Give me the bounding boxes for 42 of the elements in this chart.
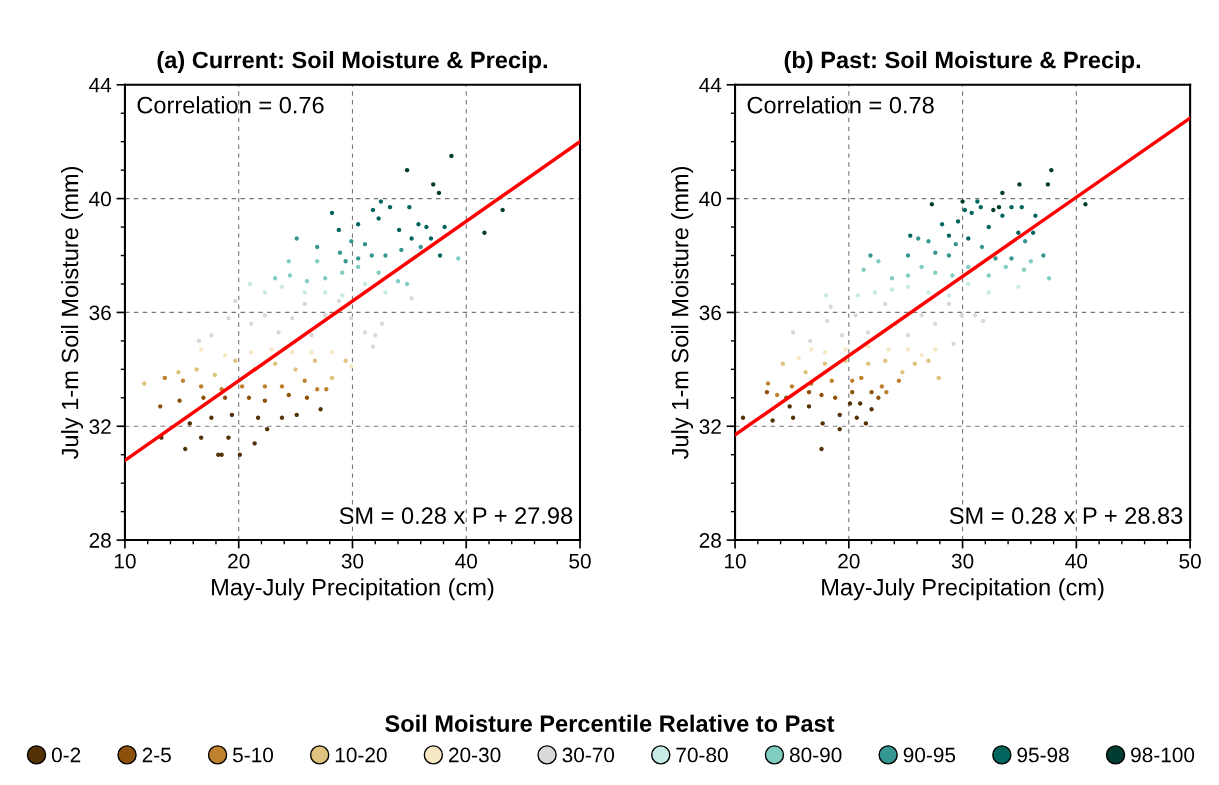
y-tick-label: 28: [699, 533, 721, 548]
annotation: SM = 0.28 x P + 27.98: [339, 507, 573, 525]
x-tick-label: 10: [725, 553, 746, 569]
legend-label: 5-10: [232, 747, 274, 763]
legend-label: 20-30: [449, 747, 501, 763]
chart-title: (b) Past: Soil Moisture & Precip.: [784, 51, 1141, 74]
x-tick-label: 10: [114, 553, 136, 569]
y-tick-label: 32: [699, 419, 721, 435]
y-tick-label: 44: [89, 78, 112, 93]
y-tick-label: 40: [699, 191, 722, 207]
x-axis-title: May-July Precipitation (cm): [212, 578, 494, 601]
y-tick-label: 32: [89, 419, 111, 435]
legend-label: 90-95: [903, 747, 956, 763]
legend-label: 0-2: [51, 747, 81, 763]
annotation: SM = 0.28 x P + 28.83: [949, 507, 1183, 525]
x-tick-label: 20: [838, 553, 860, 569]
y-tick-label: 44: [699, 78, 722, 93]
x-tick-label: 30: [341, 553, 364, 569]
x-axis-title: May-July Precipitation (cm): [822, 578, 1104, 601]
x-tick-label: 50: [1179, 553, 1201, 569]
legend-title: Soil Moisture Percentile Relative to Past: [385, 714, 835, 732]
annotation: Correlation = 0.78: [747, 96, 934, 114]
legend-label: 95-98: [1017, 747, 1069, 763]
x-tick-label: 40: [1065, 553, 1088, 569]
y-tick-label: 36: [89, 305, 111, 321]
y-tick-label: 40: [89, 191, 111, 207]
legend-label: 2-5: [142, 747, 171, 763]
x-tick-label: 40: [455, 553, 478, 569]
legend-label: 30-70: [562, 747, 615, 763]
legend-label: 70-80: [676, 747, 728, 763]
legend-label: 98-100: [1131, 747, 1195, 763]
y-tick-label: 28: [89, 533, 111, 548]
legend-label: 10-20: [335, 747, 387, 763]
y-axis-title: July 1-m Soil Moisture (mm): [61, 166, 84, 459]
chart-title: (a) Current: Soil Moisture & Precip.: [157, 51, 547, 74]
legend-label: 80-90: [789, 747, 842, 763]
y-axis-title: July 1-m Soil Moisture (mm): [671, 166, 694, 459]
annotation: Correlation = 0.76: [137, 96, 324, 114]
y-tick-label: 36: [699, 305, 721, 321]
x-tick-label: 50: [569, 553, 591, 569]
x-tick-label: 20: [228, 553, 250, 569]
x-tick-label: 30: [951, 553, 974, 569]
